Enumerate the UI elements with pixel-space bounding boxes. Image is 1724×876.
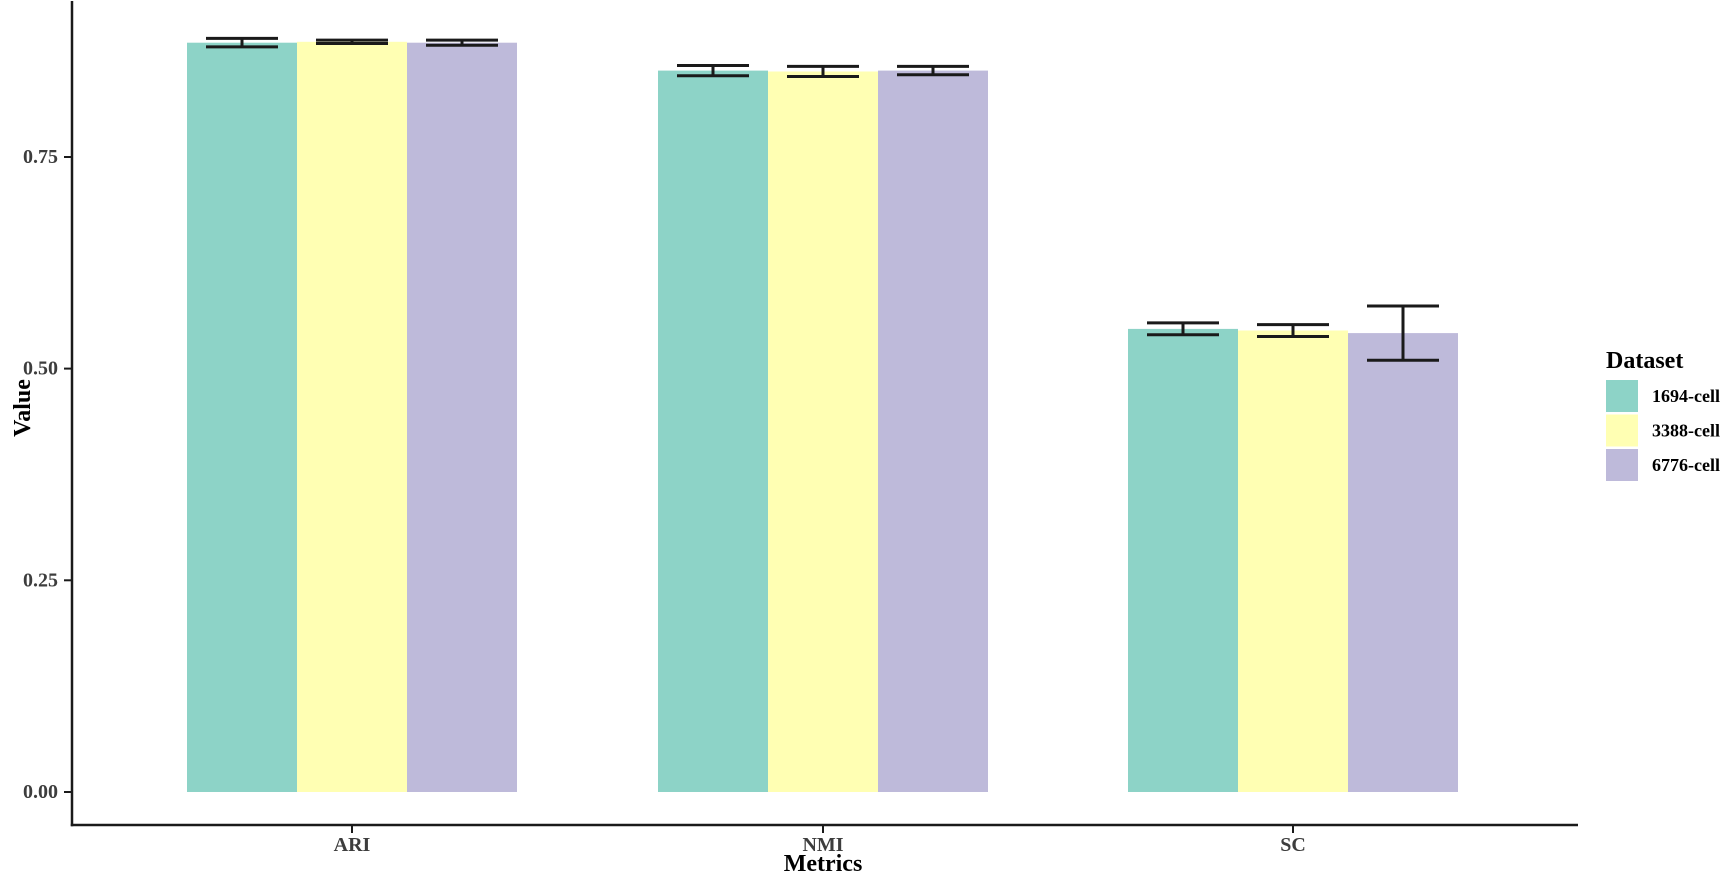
x-tick-label: SC: [1280, 834, 1306, 856]
error-bar-SC-3388-cell: [1257, 323, 1329, 338]
y-tick-label: 0.25: [23, 569, 58, 591]
legend-item-label: 3388-cell: [1652, 421, 1720, 441]
error-bar-NMI-3388-cell: [787, 64, 859, 78]
bar-NMI-3388-cell: [768, 71, 878, 792]
y-tick-label: 0.50: [23, 358, 58, 380]
legend-swatch-3388-cell: [1606, 414, 1638, 447]
error-bar-SC-6776-cell: [1367, 304, 1439, 362]
bar-NMI-1694-cell: [658, 70, 768, 793]
error-bar-SC-1694-cell: [1147, 321, 1219, 337]
y-axis-title: Value: [10, 379, 36, 437]
error-bar-ARI-1694-cell: [206, 36, 278, 49]
error-bar-ARI-3388-cell: [316, 38, 388, 45]
axes-layer: [70, 1, 1578, 827]
bar-SC-1694-cell: [1128, 328, 1238, 792]
legend-item-6776-cell: 6776-cell: [1606, 449, 1720, 481]
bar-ARI-1694-cell: [187, 42, 297, 792]
y-tick-label: 0.00: [23, 781, 58, 803]
bar-NMI-6776-cell: [878, 70, 988, 793]
legend-item-3388-cell: 3388-cell: [1606, 414, 1720, 447]
legend-item-label: 6776-cell: [1652, 455, 1720, 475]
legend-item-1694-cell: 1694-cell: [1606, 380, 1720, 412]
y-tick-label: 0.75: [23, 146, 58, 168]
x-tick-label: NMI: [802, 834, 843, 856]
error-bars-layer: [206, 36, 1439, 362]
bar-ARI-3388-cell: [297, 41, 407, 793]
error-bar-NMI-1694-cell: [677, 64, 749, 78]
error-bar-NMI-6776-cell: [897, 64, 969, 77]
bar-SC-3388-cell: [1238, 330, 1348, 792]
x-ticks-layer: ARI NMI SC: [334, 825, 1306, 856]
legend-item-label: 1694-cell: [1652, 386, 1720, 406]
bar-SC-6776-cell: [1348, 333, 1458, 792]
bar-ARI-6776-cell: [407, 42, 517, 792]
legend-items-layer: 1694-cell 3388-cell 6776-cell: [1606, 380, 1720, 481]
x-axis-title: Metrics: [784, 851, 863, 876]
bars-layer: [187, 41, 1458, 793]
legend-title: Dataset: [1606, 348, 1683, 374]
legend-swatch-1694-cell: [1606, 380, 1638, 412]
x-tick-label: ARI: [334, 834, 371, 856]
legend-swatch-6776-cell: [1606, 449, 1638, 481]
y-ticks-layer: 0.00 0.25 0.50 0.75: [23, 146, 72, 803]
error-bar-ARI-6776-cell: [426, 38, 498, 47]
